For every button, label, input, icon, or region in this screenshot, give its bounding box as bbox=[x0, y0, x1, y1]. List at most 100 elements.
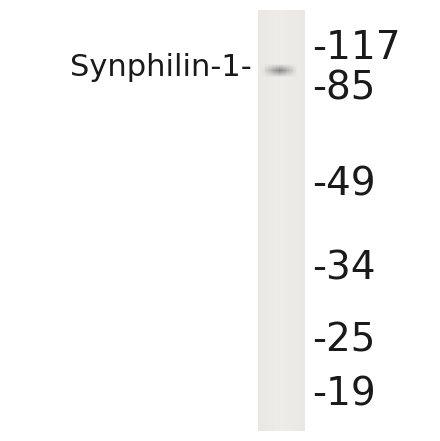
Bar bbox=[271, 70, 272, 71]
Bar bbox=[279, 69, 280, 70]
Bar bbox=[271, 66, 272, 67]
Bar bbox=[275, 74, 276, 75]
Bar bbox=[276, 69, 278, 70]
Bar bbox=[286, 67, 287, 68]
Bar bbox=[290, 69, 292, 70]
Bar bbox=[280, 68, 282, 69]
Bar bbox=[294, 68, 296, 69]
Bar bbox=[266, 60, 268, 61]
Bar bbox=[290, 76, 292, 77]
Bar bbox=[278, 73, 279, 74]
Bar bbox=[261, 75, 262, 76]
Bar bbox=[268, 79, 269, 80]
Bar bbox=[279, 75, 280, 76]
Bar bbox=[261, 69, 262, 70]
Bar bbox=[299, 70, 300, 71]
Bar bbox=[278, 64, 279, 65]
Bar bbox=[292, 72, 293, 73]
Bar bbox=[287, 64, 289, 65]
Bar bbox=[272, 78, 273, 79]
Bar bbox=[278, 67, 279, 68]
Bar bbox=[273, 72, 275, 73]
Bar bbox=[265, 76, 266, 77]
Bar bbox=[296, 70, 297, 71]
Bar bbox=[258, 66, 260, 67]
Bar bbox=[285, 65, 286, 66]
Bar bbox=[272, 68, 273, 69]
Bar bbox=[268, 78, 269, 79]
Bar bbox=[301, 10, 303, 431]
Bar bbox=[283, 72, 285, 73]
Bar bbox=[289, 76, 290, 77]
Bar bbox=[289, 63, 290, 64]
Bar bbox=[299, 79, 300, 80]
Bar bbox=[285, 72, 286, 73]
Bar bbox=[262, 73, 264, 74]
Bar bbox=[278, 70, 279, 71]
Bar bbox=[266, 74, 268, 75]
Bar bbox=[260, 69, 261, 70]
Bar bbox=[285, 66, 286, 67]
Bar bbox=[272, 66, 273, 67]
Bar bbox=[275, 77, 276, 78]
Bar bbox=[296, 10, 297, 431]
Bar bbox=[287, 75, 289, 76]
Bar bbox=[275, 75, 276, 76]
Bar bbox=[297, 68, 299, 69]
Bar bbox=[269, 66, 271, 67]
Bar bbox=[299, 76, 300, 77]
Bar bbox=[261, 66, 262, 67]
Bar bbox=[297, 76, 299, 77]
Bar bbox=[273, 69, 275, 70]
Bar bbox=[279, 10, 280, 431]
Bar bbox=[275, 70, 276, 71]
Bar bbox=[266, 66, 268, 67]
Bar bbox=[292, 75, 293, 76]
Bar bbox=[289, 70, 290, 71]
Bar bbox=[269, 70, 271, 71]
Bar bbox=[258, 77, 260, 78]
Bar bbox=[289, 74, 290, 75]
Bar bbox=[261, 74, 262, 75]
Bar bbox=[271, 71, 272, 72]
Bar bbox=[266, 79, 268, 80]
Bar bbox=[297, 67, 299, 68]
Bar bbox=[260, 74, 261, 75]
Bar bbox=[293, 64, 294, 65]
Bar bbox=[282, 79, 283, 80]
Bar bbox=[286, 63, 287, 64]
Bar bbox=[289, 10, 290, 431]
Bar bbox=[299, 69, 300, 70]
Bar bbox=[283, 66, 285, 67]
Bar bbox=[262, 79, 264, 80]
Bar bbox=[265, 66, 266, 67]
Bar bbox=[258, 10, 259, 431]
Bar bbox=[293, 79, 294, 80]
Bar bbox=[280, 76, 282, 77]
Bar bbox=[279, 77, 280, 78]
Bar bbox=[292, 68, 293, 69]
Bar bbox=[264, 77, 265, 78]
Bar bbox=[285, 61, 286, 62]
Bar bbox=[260, 72, 261, 73]
Bar bbox=[299, 10, 300, 431]
Bar bbox=[264, 71, 265, 72]
Bar bbox=[294, 61, 296, 62]
Bar bbox=[271, 73, 272, 74]
Bar bbox=[264, 64, 265, 65]
Bar bbox=[258, 79, 260, 80]
Bar bbox=[294, 70, 296, 71]
Bar bbox=[286, 66, 287, 67]
Bar bbox=[278, 10, 279, 431]
Bar bbox=[266, 63, 268, 64]
Bar bbox=[266, 71, 268, 72]
Bar bbox=[294, 75, 296, 76]
Bar bbox=[280, 75, 282, 76]
Bar bbox=[268, 75, 269, 76]
Bar bbox=[297, 71, 299, 72]
Bar bbox=[299, 72, 300, 73]
Bar bbox=[276, 61, 278, 62]
Bar bbox=[265, 70, 266, 71]
Bar bbox=[266, 62, 268, 63]
Bar bbox=[279, 76, 280, 77]
